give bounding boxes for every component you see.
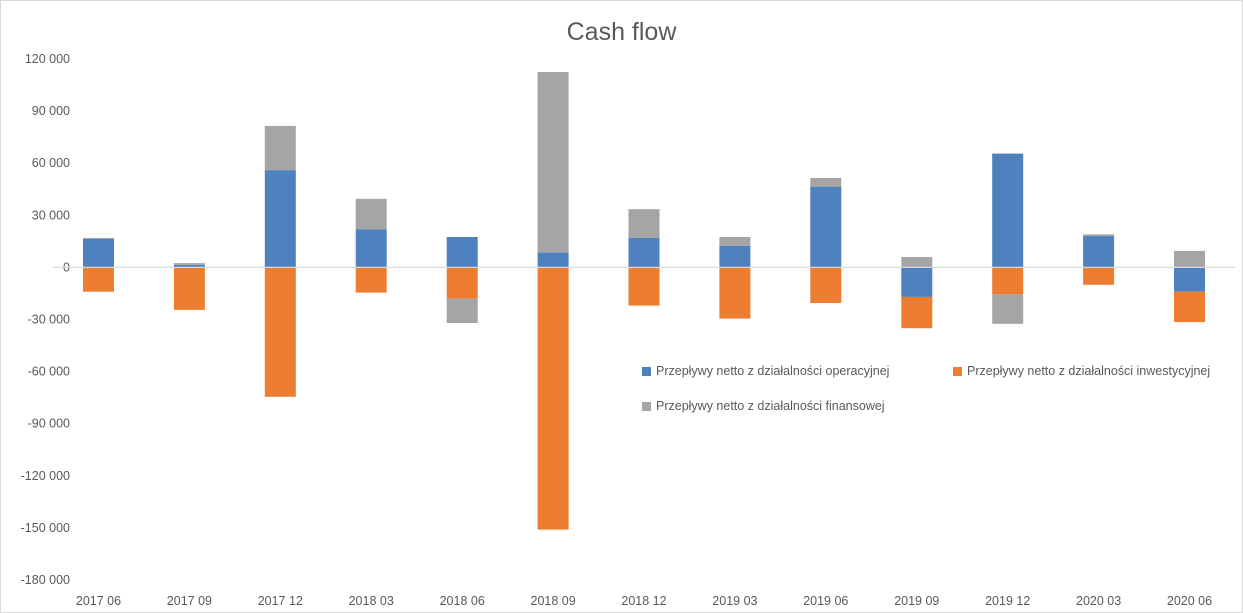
bar-operacyjnej [264, 170, 296, 268]
bar-operacyjnej [628, 237, 660, 268]
bar-inwestycyjnej [355, 267, 387, 293]
bar-finansowej [1174, 250, 1205, 268]
legend-item-operacyjnej: Przepływy netto z działalności operacyjn… [642, 364, 889, 378]
bar-inwestycyjnej [628, 267, 660, 306]
x-tick-label: 2018 12 [621, 594, 666, 608]
bar-finansowej [537, 72, 569, 253]
legend-label: Przepływy netto z działalności operacyjn… [656, 364, 890, 378]
bar-operacyjnej [83, 238, 114, 268]
legend-label: Przepływy netto z działalności inwestycy… [967, 364, 1211, 378]
bar-operacyjnej [173, 264, 205, 268]
x-tick-label: 2019 06 [803, 594, 848, 608]
bar-inwestycyjnej [264, 267, 296, 397]
bar-finansowej [264, 125, 296, 171]
x-tick-label: 2018 09 [531, 594, 576, 608]
y-tick-label: -90 000 [28, 417, 70, 431]
x-tick-label: 2019 12 [985, 594, 1030, 608]
bar-operacyjnej [992, 153, 1024, 268]
y-tick-label: 30 000 [32, 208, 70, 222]
legend-item-finansowej: Przepływy netto z działalności finansowe… [642, 399, 885, 413]
bar-inwestycyjnej [992, 267, 1024, 295]
bar-inwestycyjnej [810, 267, 842, 303]
x-tick-label: 2017 09 [167, 594, 212, 608]
bar-inwestycyjnej [83, 267, 114, 292]
bar-inwestycyjnej [1083, 267, 1115, 285]
bar-finansowej [810, 178, 842, 187]
bar-operacyjnej [719, 245, 751, 268]
bar-inwestycyjnej [901, 296, 933, 329]
bar-inwestycyjnej [537, 267, 569, 530]
bar-operacyjnej [1083, 236, 1115, 268]
bar-finansowej [173, 263, 205, 265]
x-tick-label: 2018 03 [349, 594, 394, 608]
bar-inwestycyjnej [719, 267, 751, 319]
y-tick-label: -180 000 [21, 573, 70, 587]
y-tick-label: -30 000 [28, 313, 70, 327]
bar-operacyjnej [1174, 267, 1205, 292]
y-tick-label: 60 000 [32, 156, 70, 170]
bar-finansowej [83, 237, 114, 239]
bar-operacyjnej [810, 186, 842, 268]
chart-title: Cash flow [566, 18, 677, 46]
x-tick-label: 2017 06 [76, 594, 121, 608]
bar-finansowej [992, 294, 1024, 324]
y-tick-label: -150 000 [21, 521, 70, 535]
legend-swatch [642, 366, 651, 376]
bar-finansowej [1083, 234, 1115, 237]
bar-finansowej [719, 237, 751, 246]
bar-operacyjnej [355, 229, 387, 268]
y-tick-label: 120 000 [25, 52, 70, 66]
bar-inwestycyjnej [173, 267, 205, 310]
legend-item-inwestycyjnej: Przepływy netto z działalności inwestycy… [953, 364, 1210, 378]
legend-swatch [642, 401, 651, 411]
bar-operacyjnej [537, 252, 569, 268]
y-tick-label: -120 000 [21, 469, 70, 483]
bar-inwestycyjnej [1174, 291, 1205, 323]
x-tick-label: 2020 06 [1167, 594, 1212, 608]
bar-finansowej [355, 198, 387, 230]
y-tick-label: -60 000 [28, 365, 70, 379]
x-tick-label: 2020 03 [1076, 594, 1121, 608]
bar-inwestycyjnej [446, 267, 478, 299]
x-tick-label: 2019 03 [712, 594, 757, 608]
bar-finansowej [628, 209, 660, 238]
x-tick-label: 2017 12 [258, 594, 303, 608]
y-tick-label: 90 000 [32, 104, 70, 118]
bar-finansowej [901, 257, 933, 268]
bar-finansowej [446, 298, 478, 323]
x-tick-label: 2019 09 [894, 594, 939, 608]
legend-label: Przepływy netto z działalności finansowe… [656, 399, 885, 413]
bar-operacyjnej [446, 237, 478, 268]
x-tick-label: 2018 06 [440, 594, 485, 608]
bar-operacyjnej [901, 267, 933, 297]
legend-swatch [953, 366, 962, 376]
